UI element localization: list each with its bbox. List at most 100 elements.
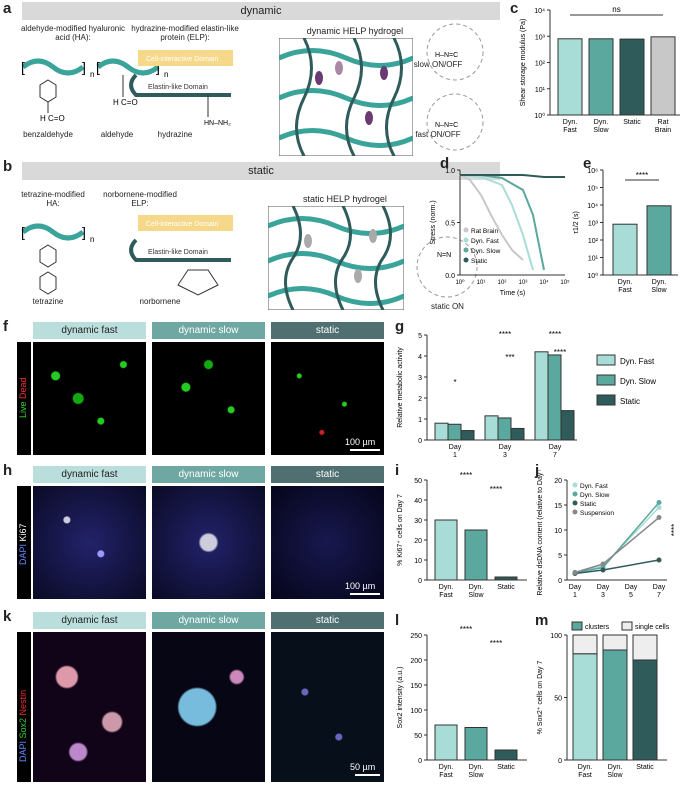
j-xtick-label: Day <box>569 584 582 591</box>
stain-label-h: DAPI Ki67 <box>18 523 28 565</box>
g-legend-swatch <box>596 354 616 366</box>
c-xtick-label: Static <box>623 119 641 126</box>
i-ytick-label: 50 <box>414 478 422 485</box>
chart-d: 0.0 0.5 1.0 Stress (norm.) 10⁰ 10¹ 10² 10³ 10⁴ 10… <box>430 168 570 297</box>
scale-bar-f <box>350 449 380 451</box>
g-legend-label: Dyn. Slow <box>620 377 656 386</box>
m-bar-single <box>572 634 598 655</box>
svg-text:]: ] <box>82 224 86 240</box>
g-bar <box>547 354 562 441</box>
e-bar <box>646 205 672 276</box>
a-molecules-diagram: [] n H C=O [] n H C=O Cell-interactive Domai… <box>21 50 233 127</box>
header-dynamic-fast-f: dynamic fast <box>33 322 146 339</box>
svg-text:C=O: C=O <box>48 114 65 123</box>
g-ytick-label: 1 <box>418 417 422 424</box>
g-annotation: * <box>453 378 456 387</box>
g-xtick-label: 3 <box>503 452 507 459</box>
g-xtick-label: 7 <box>553 452 557 459</box>
c-annotation: ns <box>612 5 620 14</box>
chart-l: 0 50 100 150 200 250 Sox2 intensity (a.u.) Dyn.… <box>397 625 527 779</box>
j-point <box>572 570 578 575</box>
g-ylabel: Relative metabolic activity <box>397 347 404 428</box>
svg-text:H: H <box>113 98 119 107</box>
g-xtick-label: 1 <box>453 452 457 459</box>
ki67-label: Ki67 <box>18 523 28 542</box>
g-xtick-label: Day <box>449 444 462 451</box>
c-xtick-label: Brain <box>655 127 671 134</box>
j-ylabel: Relative dsDNA content (relative to Day … <box>537 470 544 596</box>
i-xtick-label: Static <box>497 584 515 591</box>
dynamic-hydrogel-title: dynamic HELP hydrogel <box>306 26 404 36</box>
scale-bar-h <box>350 593 380 595</box>
svg-text:[: [ <box>21 224 25 240</box>
m-ytick-label: 100 <box>550 633 562 640</box>
m-bar-single <box>632 634 658 661</box>
m-xtick-label: Dyn. <box>608 764 622 771</box>
m-ytick-label: 0 <box>558 758 562 765</box>
e-bar <box>612 223 638 276</box>
dynamic-hydrogel-diagram <box>279 38 413 156</box>
header-dynamic-fast-h: dynamic fast <box>33 466 146 483</box>
header-static-h: static <box>271 466 384 483</box>
cell-domain-label-a: Cell-interactive Domain <box>146 56 218 63</box>
d-ytick-label: 0.0 <box>445 273 455 280</box>
g-bar <box>447 423 462 441</box>
j-legend-label: Dyn. Fast <box>580 483 608 490</box>
dapi-sox2-nestin-sidebar <box>17 632 31 782</box>
j-series-line <box>574 559 660 575</box>
j-ytick-label: 15 <box>554 503 562 510</box>
svg-text:n: n <box>90 235 94 244</box>
d-legend-label: Dyn. Slow <box>471 248 501 255</box>
panel-label-f: f <box>3 318 8 335</box>
l-xtick-label: Dyn. <box>469 764 483 771</box>
dapi-label-k: DAPI <box>18 740 28 762</box>
c-xtick-label: Slow <box>593 127 609 134</box>
panel-label-e: e <box>583 155 592 172</box>
c-ytick-label: 10³ <box>535 34 546 41</box>
m-bar-clusters <box>602 649 628 761</box>
j-xtick-label: Day <box>625 584 638 591</box>
g-legend-swatch <box>596 374 616 386</box>
static-hydrogel-diagram <box>268 206 404 310</box>
svg-text:[: [ <box>21 59 25 75</box>
j-series-line <box>574 516 660 574</box>
d-xtick-label: 10⁰ <box>455 279 465 286</box>
c-bar <box>650 36 676 116</box>
l-ytick-label: 0 <box>418 758 422 765</box>
i-ytick-label: 0 <box>418 578 422 585</box>
g-bar <box>434 422 449 441</box>
image-k-fast <box>33 632 146 782</box>
c-xtick-label: Rat <box>658 119 669 126</box>
j-legend-marker <box>572 509 578 515</box>
i-annotation: **** <box>460 471 472 480</box>
g-xtick-label: Day <box>499 444 512 451</box>
g-annotation: **** <box>499 330 511 339</box>
d-xlabel: Time (s) <box>500 290 525 297</box>
l-bar <box>434 724 458 761</box>
g-bar <box>560 410 575 441</box>
c-bar <box>619 38 645 116</box>
l-bar <box>464 727 488 761</box>
d-series-line <box>460 174 565 178</box>
c-bar <box>557 38 583 116</box>
image-k-slow <box>152 632 265 782</box>
banner-dynamic: dynamic <box>22 2 500 20</box>
e-ytick-label: 10⁰ <box>587 272 598 280</box>
e-ytick-label: 10⁶ <box>587 168 598 175</box>
d-legend-marker <box>463 257 469 263</box>
g-annotation: **** <box>549 330 561 339</box>
scale-label-k: 50 µm <box>350 762 376 772</box>
i-ylabel: % Ki67⁺ cells on Day 7 <box>397 494 404 566</box>
cell-domain-label-b: Cell-interactive Domain <box>146 221 218 228</box>
m-ytick-label: 50 <box>554 696 562 703</box>
image-h-slow <box>152 486 265 599</box>
scale-bar-k <box>355 774 380 776</box>
m-legend-swatch <box>621 621 633 631</box>
norbornene-elp-label: norbornene-modified ELP: <box>103 190 177 209</box>
i-xtick-label: Dyn. <box>439 584 453 591</box>
panel-label-g: g <box>395 318 405 335</box>
e-xtick-label: Dyn. <box>618 279 632 286</box>
